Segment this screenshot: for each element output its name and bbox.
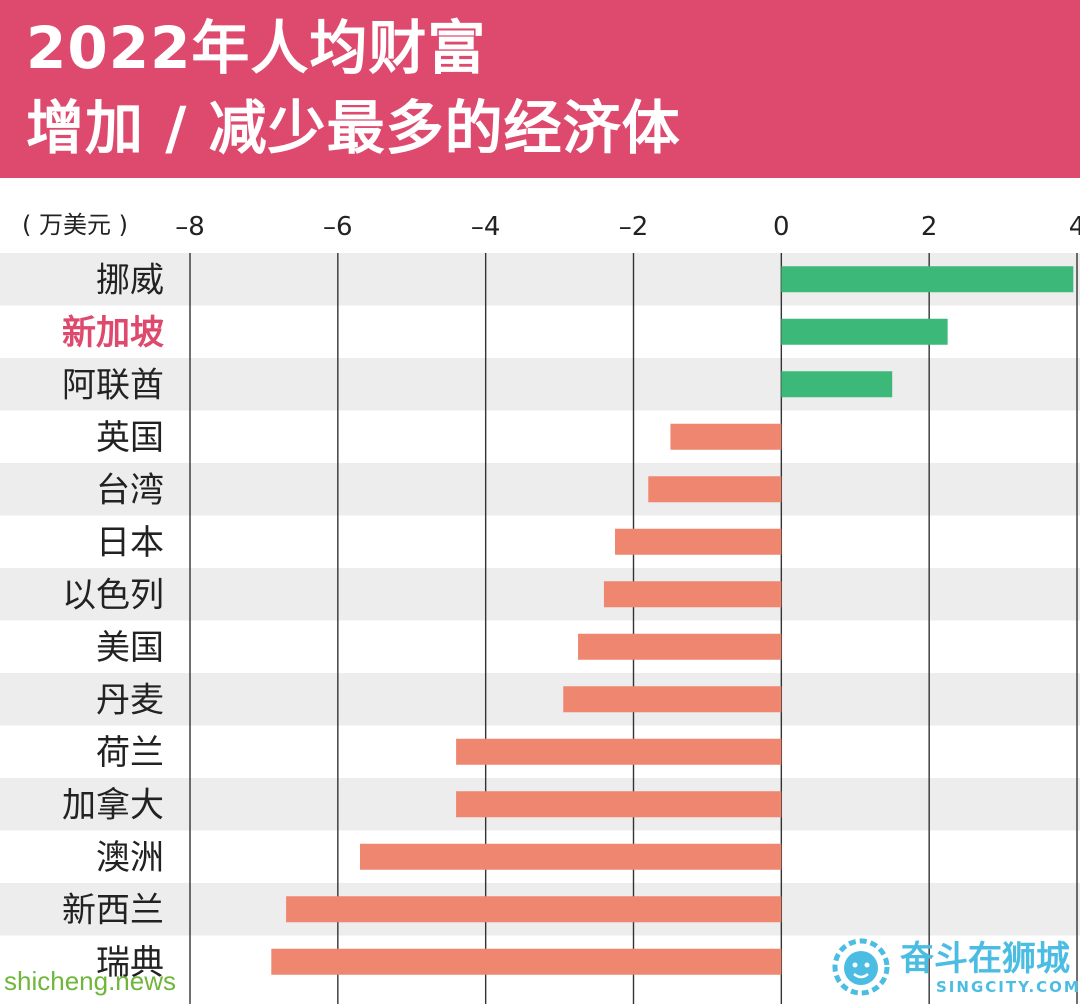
category-label: 荷兰 [96, 733, 164, 773]
bar [286, 896, 782, 923]
bar [648, 476, 782, 503]
bar [615, 528, 782, 555]
category-label: 美国 [96, 628, 164, 668]
tick-label: 4 [1069, 212, 1080, 242]
bar [456, 791, 782, 818]
category-label: 阿联酋 [62, 365, 164, 405]
row-stripe [0, 463, 1080, 516]
tick-label: 2 [921, 212, 938, 242]
tick-label: 0 [773, 212, 790, 242]
header-banner: 2022年人均财富 增加 / 减少最多的经济体 [0, 0, 1080, 178]
bar [781, 266, 1074, 293]
watermark-site: shicheng.news [4, 966, 176, 996]
bar [271, 948, 782, 975]
bar [781, 371, 893, 398]
category-label: 瑞典 [96, 943, 164, 983]
row-stripe [0, 568, 1080, 621]
category-label: 台湾 [96, 470, 164, 510]
bar [603, 581, 782, 608]
category-label: 新西兰 [62, 890, 164, 930]
title-line-2: 增加 / 减少最多的经济体 [26, 94, 681, 162]
watermark-brand: 奋斗在狮城 [900, 939, 1070, 979]
bar-chart: ( 万美元 ) –8 –6 –4 –2 0 2 4 挪威新加坡阿联酋英国台湾日本以色列美国丹麦荷… [0, 211, 1080, 1004]
unit-label: ( 万美元 ) [22, 211, 128, 239]
category-label: 挪威 [96, 260, 164, 300]
watermark-logo: 奋斗在狮城 SINGCITY.COM [832, 938, 1079, 998]
tick-label: –8 [175, 212, 205, 242]
bar [360, 843, 782, 870]
watermark-url: SINGCITY.COM [936, 978, 1080, 996]
bar [563, 686, 782, 713]
tick-label: –4 [471, 212, 501, 242]
lion-icon [832, 938, 890, 996]
category-label: 英国 [96, 418, 164, 458]
category-label: 加拿大 [62, 785, 164, 825]
title-line-1: 2022年人均财富 [26, 14, 487, 82]
category-label: 新加坡 [62, 313, 164, 353]
bar [781, 318, 948, 345]
category-label: 以色列 [62, 575, 164, 615]
bar [670, 423, 782, 450]
bar [456, 738, 782, 765]
row-stripe [0, 358, 1080, 411]
category-label: 日本 [96, 523, 164, 563]
tick-label: –2 [619, 212, 649, 242]
category-label: 丹麦 [96, 680, 164, 720]
tick-label: –6 [323, 212, 353, 242]
bar [578, 633, 782, 660]
category-label: 澳洲 [96, 838, 164, 878]
row-stripe [0, 673, 1080, 726]
